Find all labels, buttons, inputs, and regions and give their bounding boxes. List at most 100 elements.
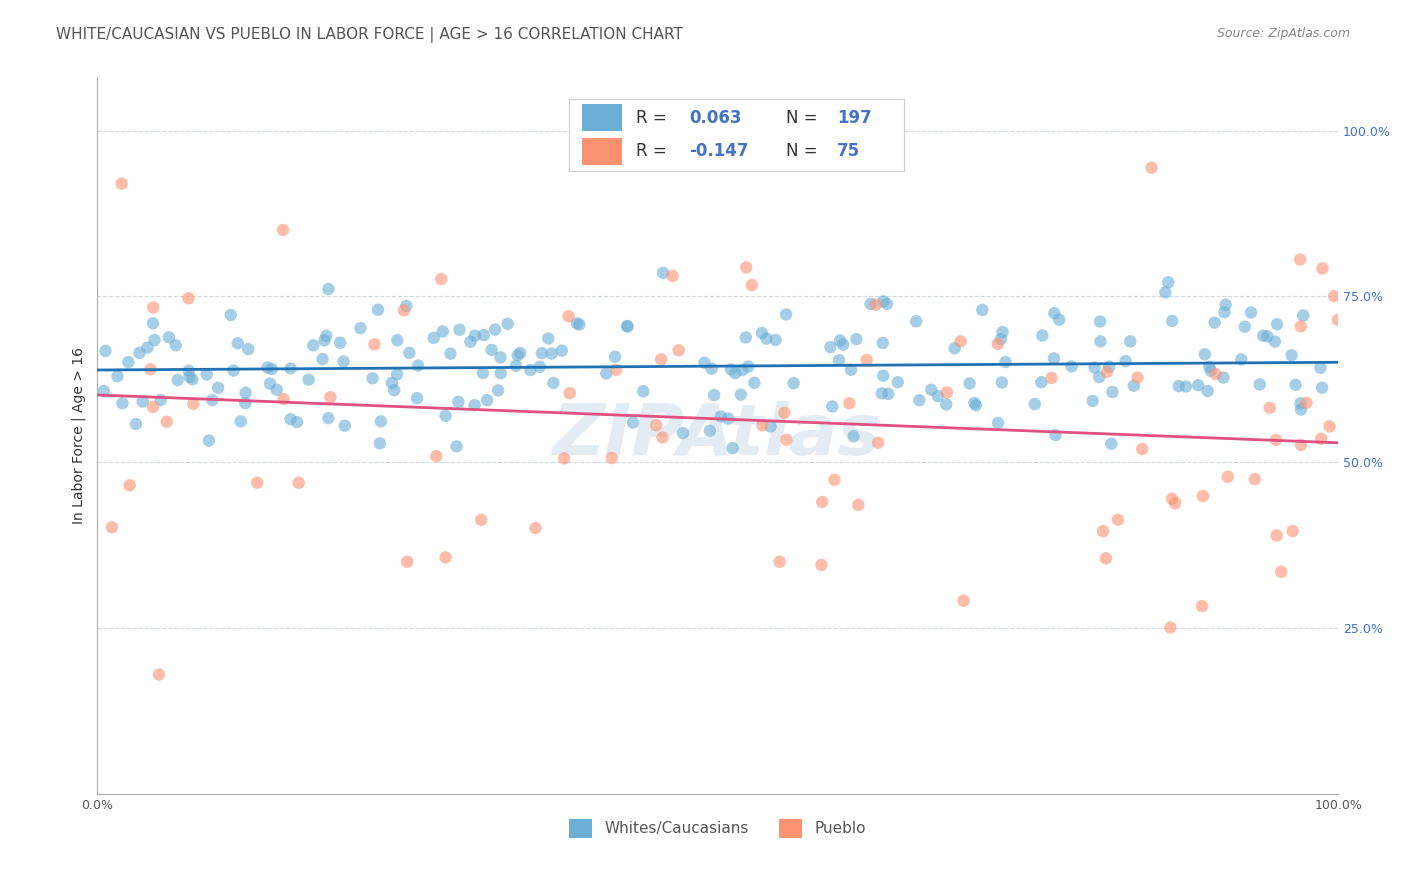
Point bbox=[1161, 491, 1184, 506]
Point bbox=[765, 333, 787, 347]
Point bbox=[734, 330, 756, 344]
Point bbox=[1310, 432, 1333, 446]
Point bbox=[1161, 314, 1184, 328]
Point bbox=[1081, 393, 1104, 408]
Point bbox=[1140, 161, 1163, 175]
Point bbox=[731, 363, 754, 377]
Point bbox=[432, 325, 454, 339]
Point bbox=[496, 317, 519, 331]
Point bbox=[219, 308, 242, 322]
Point bbox=[868, 435, 890, 450]
Point bbox=[1264, 433, 1286, 447]
Point bbox=[558, 386, 581, 401]
Point bbox=[207, 381, 229, 395]
Point bbox=[828, 353, 851, 368]
Point bbox=[425, 449, 447, 463]
Point bbox=[595, 367, 617, 381]
Point bbox=[361, 371, 384, 385]
Point bbox=[434, 409, 457, 423]
Point bbox=[872, 294, 894, 309]
Text: Source: ZipAtlas.com: Source: ZipAtlas.com bbox=[1216, 27, 1350, 40]
Point bbox=[489, 366, 512, 380]
Point bbox=[759, 419, 782, 434]
Point bbox=[472, 328, 495, 343]
Point bbox=[645, 418, 668, 433]
Point bbox=[737, 359, 759, 374]
Point bbox=[1095, 365, 1118, 379]
Point bbox=[183, 397, 205, 411]
Point bbox=[1197, 384, 1219, 398]
Point bbox=[148, 667, 170, 681]
Point bbox=[1289, 252, 1312, 267]
Point bbox=[486, 384, 509, 398]
Point bbox=[271, 223, 294, 237]
Point bbox=[156, 415, 179, 429]
Point bbox=[1212, 370, 1234, 384]
Point bbox=[810, 558, 832, 572]
Point bbox=[111, 396, 134, 410]
Point bbox=[447, 394, 470, 409]
Point bbox=[1230, 352, 1253, 367]
Point bbox=[1264, 334, 1286, 349]
Point bbox=[908, 393, 931, 408]
Point bbox=[1289, 319, 1312, 334]
Point bbox=[876, 297, 898, 311]
Point bbox=[395, 299, 418, 313]
Point bbox=[949, 334, 972, 349]
Point bbox=[165, 338, 187, 352]
Point bbox=[703, 388, 725, 402]
Point bbox=[720, 362, 742, 376]
Point bbox=[1289, 438, 1312, 452]
Point bbox=[1233, 319, 1256, 334]
Point bbox=[1204, 316, 1226, 330]
Point bbox=[260, 362, 283, 376]
Point bbox=[1157, 275, 1180, 289]
Point bbox=[280, 361, 302, 376]
Point bbox=[471, 366, 494, 380]
Point bbox=[1327, 313, 1350, 327]
Point bbox=[333, 418, 356, 433]
Point bbox=[246, 475, 269, 490]
Point bbox=[1215, 298, 1237, 312]
Point bbox=[735, 260, 758, 275]
Point bbox=[838, 396, 860, 410]
Point bbox=[859, 297, 882, 311]
Point bbox=[434, 550, 457, 565]
Point bbox=[1265, 317, 1288, 331]
Point bbox=[464, 398, 486, 412]
Point bbox=[198, 434, 221, 448]
Point bbox=[600, 451, 623, 466]
Point bbox=[382, 383, 405, 397]
Text: WHITE/CAUCASIAN VS PUEBLO IN LABOR FORCE | AGE > 16 CORRELATION CHART: WHITE/CAUCASIAN VS PUEBLO IN LABOR FORCE… bbox=[56, 27, 683, 43]
Point bbox=[710, 409, 733, 424]
Point bbox=[821, 400, 844, 414]
Point bbox=[846, 498, 869, 512]
Point bbox=[1083, 360, 1105, 375]
Point bbox=[1295, 396, 1317, 410]
Point bbox=[1187, 378, 1209, 392]
Point bbox=[823, 473, 845, 487]
Point bbox=[143, 333, 166, 347]
Point bbox=[287, 475, 309, 490]
Point bbox=[877, 387, 900, 401]
Point bbox=[1175, 379, 1198, 393]
Point bbox=[952, 593, 974, 607]
Point bbox=[259, 376, 281, 391]
Point bbox=[621, 416, 644, 430]
Point bbox=[387, 333, 409, 347]
Point bbox=[935, 385, 957, 400]
Point bbox=[235, 385, 257, 400]
Point bbox=[1098, 359, 1121, 374]
Point bbox=[1323, 289, 1346, 303]
Point bbox=[557, 310, 579, 324]
Point bbox=[1040, 371, 1063, 385]
Point bbox=[460, 334, 482, 349]
Point bbox=[1284, 378, 1306, 392]
Point bbox=[311, 352, 333, 367]
Point bbox=[125, 417, 148, 431]
Point bbox=[136, 341, 159, 355]
Point bbox=[142, 400, 165, 414]
Point bbox=[157, 330, 180, 344]
Point bbox=[920, 383, 942, 397]
Point bbox=[1270, 565, 1292, 579]
